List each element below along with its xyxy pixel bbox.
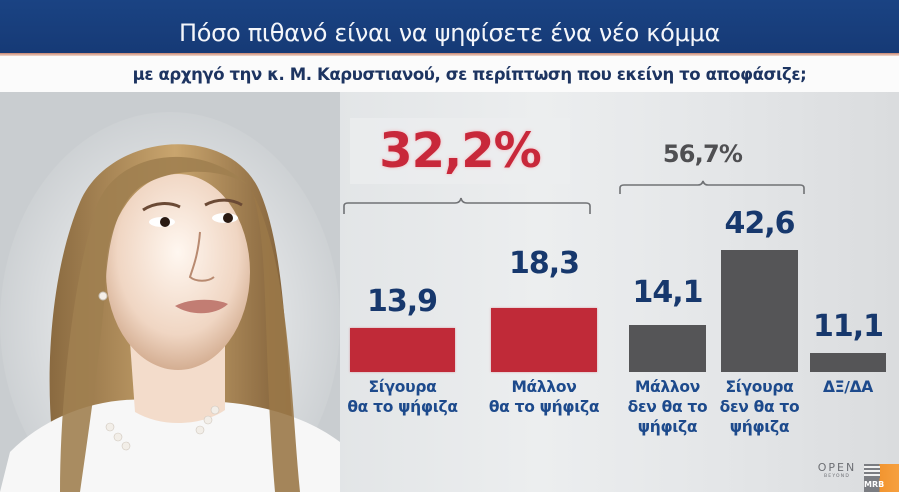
bar-label: Μάλλον δεν θα το ψήφιζα	[627, 378, 708, 436]
bar-value: 13,9	[366, 284, 438, 319]
bar-value: 18,3	[508, 246, 580, 281]
bar-value: 42,6	[724, 206, 795, 241]
subtitle-band: με αρχηγό την κ. Μ. Καρυστιανού, σε περί…	[0, 56, 899, 92]
bar-label: Μάλλον θα το ψήφιζα	[488, 378, 600, 416]
chart-title: Πόσο πιθανό είναι να ψηφίσετε ένα νέο κό…	[178, 19, 720, 47]
open-beyond-logo: OPEN BEYOND	[817, 461, 857, 480]
total-would-vote: 32,2%	[350, 118, 570, 184]
mrb-logo: MRB	[864, 464, 899, 492]
header-banner: Πόσο πιθανό είναι να ψηφίσετε ένα νέο κό…	[0, 0, 899, 53]
bar-sure-yes	[350, 328, 455, 372]
bar-likely-no	[629, 325, 706, 372]
chart-subtitle: με αρχηγό την κ. Μ. Καρυστιανού, σε περί…	[132, 64, 807, 84]
bar-label: Σίγουρα θα το ψήφιζα	[347, 378, 458, 416]
bar-sure-no	[721, 250, 798, 372]
bar-label: ΔΞ/ΔΑ	[823, 378, 873, 396]
bracket-yes-group	[343, 197, 591, 214]
total-would-not-vote: 56,7%	[662, 140, 743, 168]
bar-likely-yes	[491, 308, 597, 372]
portrait-photo	[0, 92, 340, 492]
bracket-no-group	[619, 180, 805, 194]
bar-value: 11,1	[812, 309, 884, 344]
bar-value: 14,1	[632, 275, 703, 310]
bar-label: Σίγουρα δεν θα το ψήφιζα	[719, 378, 800, 436]
header-divider	[0, 53, 899, 56]
bar-dont-know	[810, 353, 886, 372]
